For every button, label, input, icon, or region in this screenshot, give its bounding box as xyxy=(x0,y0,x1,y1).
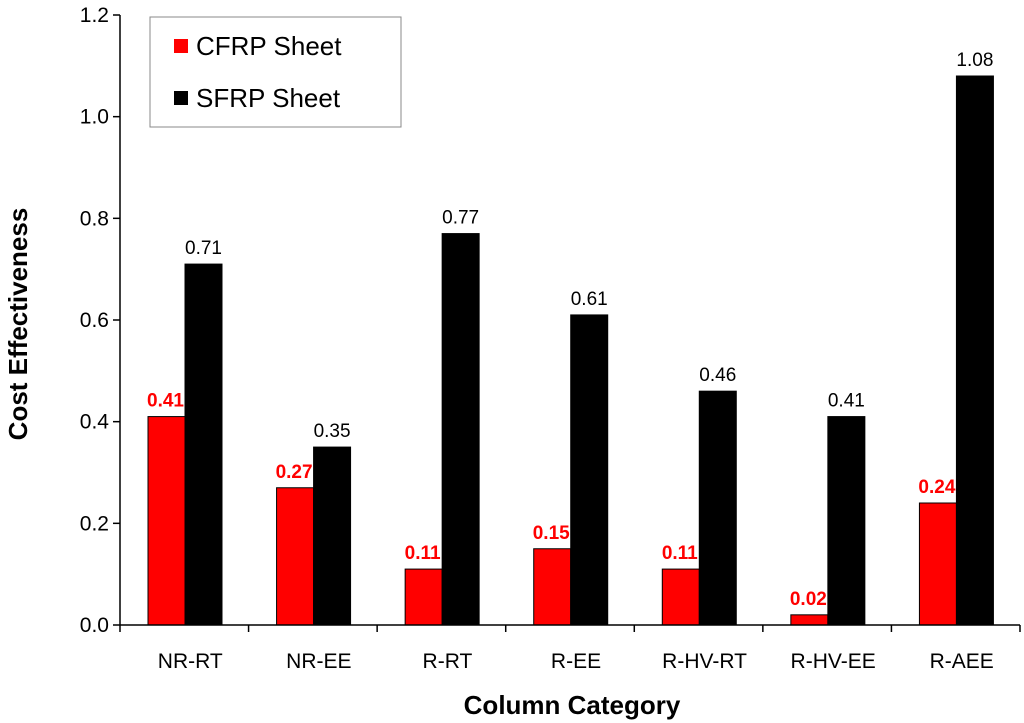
bar-cfrp-sheet-nr-rt xyxy=(147,416,186,626)
y-tick-labels: 0.0 0.2 0.4 0.6 0.8 1.0 1.2 xyxy=(80,4,110,637)
bar-sfrp-sheet-r-rt xyxy=(441,233,480,626)
y-axis-title: Cost Effectiveness xyxy=(3,208,33,441)
bar-sfrp-sheet-r-aee xyxy=(955,75,994,626)
x-tick-labels: NR-RT NR-EE R-RT R-EE R-HV-RT R-HV-EE R-AEE xyxy=(158,650,994,673)
bar-cfrp-sheet-r-hv-rt xyxy=(661,568,700,626)
value-label-sfrp-sheet-r-hv-ee: 0.41 xyxy=(828,391,865,412)
x-tick-label: R-EE xyxy=(551,650,601,673)
legend-box xyxy=(149,16,402,128)
x-tick-label: R-HV-RT xyxy=(662,650,747,673)
y-tick-label: 0.0 xyxy=(80,614,109,637)
value-label-sfrp-sheet-r-ee: 0.61 xyxy=(571,289,608,310)
axes-layer xyxy=(113,14,1021,632)
bar-cfrp-sheet-nr-ee xyxy=(276,487,315,626)
y-tick-label: 0.4 xyxy=(80,411,110,434)
legend-swatch-sfrp xyxy=(174,91,188,105)
value-label-sfrp-sheet-r-aee: 1.08 xyxy=(956,50,993,71)
bar-cfrp-sheet-r-hv-ee xyxy=(790,614,829,626)
value-label-sfrp-sheet-nr-rt: 0.71 xyxy=(185,238,222,259)
value-label-cfrp-sheet-r-rt: 0.11 xyxy=(405,543,441,564)
value-label-cfrp-sheet-r-ee: 0.15 xyxy=(533,523,570,544)
bar-sfrp-sheet-r-hv-rt xyxy=(698,390,737,626)
x-tick-label: NR-EE xyxy=(286,650,351,673)
y-tick-label: 0.6 xyxy=(80,309,109,332)
legend-label-cfrp: CFRP Sheet xyxy=(196,31,342,61)
bar-sfrp-sheet-r-hv-ee xyxy=(827,416,866,626)
value-label-sfrp-sheet-r-rt: 0.77 xyxy=(442,208,479,229)
y-tick-label: 1.2 xyxy=(80,4,109,27)
x-tick-label: R-RT xyxy=(423,650,473,673)
legend-label-sfrp: SFRP Sheet xyxy=(196,83,341,113)
value-label-sfrp-sheet-nr-ee: 0.35 xyxy=(314,421,351,442)
bar-sfrp-sheet-r-ee xyxy=(570,314,609,626)
value-labels-layer: 0.41 0.27 0.11 0.15 0.11 0.02 0.24 0.71 0.35 0.77… xyxy=(147,50,993,610)
x-tick-label: NR-RT xyxy=(158,650,223,673)
x-axis-title: Column Category xyxy=(464,690,681,720)
value-label-sfrp-sheet-r-hv-rt: 0.46 xyxy=(699,365,736,386)
bar-sfrp-sheet-nr-ee xyxy=(313,446,352,626)
bar-cfrp-sheet-r-aee xyxy=(918,502,957,626)
bar-cfrp-sheet-r-ee xyxy=(533,548,572,626)
y-tick-label: 1.0 xyxy=(80,106,109,129)
value-label-cfrp-sheet-r-aee: 0.24 xyxy=(918,477,955,498)
x-tick-label: R-AEE xyxy=(930,650,994,673)
bar-cfrp-sheet-r-rt xyxy=(404,568,443,626)
bar-sfrp-sheet-nr-rt xyxy=(184,263,223,626)
value-label-cfrp-sheet-nr-ee: 0.27 xyxy=(276,462,313,483)
legend: CFRP Sheet SFRP Sheet xyxy=(149,16,402,128)
bars-layer xyxy=(147,75,994,626)
value-label-cfrp-sheet-r-hv-rt: 0.11 xyxy=(662,543,698,564)
y-tick-label: 0.2 xyxy=(80,512,109,535)
value-label-cfrp-sheet-nr-rt: 0.41 xyxy=(147,391,184,412)
legend-swatch-cfrp xyxy=(174,39,188,53)
x-tick-label: R-HV-EE xyxy=(791,650,876,673)
y-tick-label: 0.8 xyxy=(80,207,109,230)
value-label-cfrp-sheet-r-hv-ee: 0.02 xyxy=(790,589,827,610)
